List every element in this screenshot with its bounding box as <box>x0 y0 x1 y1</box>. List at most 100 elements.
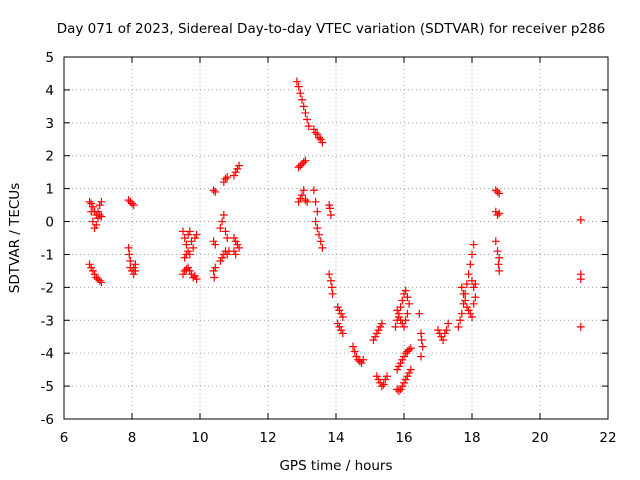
data-point <box>337 309 346 318</box>
data-point <box>415 309 424 318</box>
data-point <box>469 299 478 308</box>
data-point <box>313 207 322 216</box>
data-point <box>456 316 465 325</box>
data-point <box>85 260 94 269</box>
data-point <box>325 201 334 210</box>
x-tick-labels: 6 8 10 12 14 16 18 20 22 <box>60 430 617 446</box>
data-point <box>88 217 97 226</box>
data-point <box>210 273 219 282</box>
data-point <box>296 161 305 170</box>
data-point <box>211 263 220 272</box>
data-point <box>235 161 244 170</box>
data-point <box>309 186 318 195</box>
data-point <box>406 365 415 374</box>
data-point <box>223 250 232 259</box>
data-point <box>394 312 403 321</box>
data-point <box>468 250 476 259</box>
data-point <box>294 163 303 172</box>
data-point <box>209 237 218 246</box>
data-point <box>218 253 227 262</box>
data-point <box>326 210 335 219</box>
data-point <box>180 234 189 242</box>
data-point <box>184 230 193 239</box>
data-point <box>92 273 101 282</box>
data-point <box>223 234 232 242</box>
data-point <box>182 240 191 249</box>
data-point <box>311 128 320 137</box>
data-point <box>230 234 238 242</box>
data-point <box>494 260 503 269</box>
data-point <box>190 271 199 280</box>
data-point <box>444 319 453 328</box>
data-point <box>469 240 478 249</box>
data-point <box>371 332 380 341</box>
data-point <box>461 296 470 305</box>
y-tick-label: 4 <box>45 83 54 99</box>
data-point <box>349 342 357 351</box>
y-tick-label: 3 <box>45 116 54 132</box>
data-point <box>95 276 104 285</box>
y-tick-label: 0 <box>45 215 54 231</box>
data-point <box>401 316 410 325</box>
data-point <box>466 309 475 318</box>
data-point <box>87 263 96 272</box>
data-point <box>233 240 242 249</box>
data-point <box>440 329 449 338</box>
data-point <box>369 336 378 345</box>
data-point <box>221 174 230 183</box>
data-point <box>491 237 500 246</box>
data-point <box>97 212 106 221</box>
data-point <box>338 312 347 321</box>
data-point <box>184 263 193 272</box>
y-tick-label: 1 <box>45 182 54 198</box>
data-point <box>292 77 301 86</box>
data-point <box>457 283 466 292</box>
data-point <box>493 210 502 219</box>
data-point <box>403 372 412 381</box>
data-point <box>335 322 344 331</box>
data-point <box>405 345 414 354</box>
data-point <box>377 319 386 328</box>
data-point <box>216 257 225 266</box>
data-point <box>299 158 308 167</box>
data-point <box>393 365 402 374</box>
data-point <box>216 224 225 233</box>
data-point <box>491 207 500 216</box>
data-point <box>187 270 196 279</box>
data-point <box>325 270 334 279</box>
data-point <box>398 296 407 305</box>
data-point <box>398 319 407 328</box>
x-tick-label: 14 <box>327 430 344 446</box>
data-point <box>376 378 385 387</box>
data-point <box>301 196 310 205</box>
y-tick-label: -2 <box>41 280 54 296</box>
data-point <box>576 322 585 331</box>
data-point <box>88 266 97 275</box>
data-point <box>464 306 473 315</box>
data-point <box>328 289 337 298</box>
data-point <box>296 89 305 98</box>
data-point <box>296 194 305 203</box>
data-point <box>495 266 504 275</box>
data-point <box>294 82 303 91</box>
data-point <box>495 189 504 198</box>
data-point <box>298 191 306 200</box>
data-point <box>576 275 585 284</box>
data-point <box>124 196 133 205</box>
data-point <box>442 326 451 335</box>
data-point <box>333 319 342 328</box>
data-point <box>379 380 388 389</box>
data-point <box>372 372 381 381</box>
data-point <box>87 199 96 208</box>
data-point <box>493 187 502 196</box>
data-point <box>405 368 414 377</box>
data-point <box>398 382 407 391</box>
data-point <box>189 273 198 282</box>
data-point <box>179 270 187 279</box>
data-points <box>85 77 585 396</box>
data-point <box>401 375 410 384</box>
data-point <box>192 275 201 284</box>
y-tick-label: 5 <box>45 50 54 66</box>
data-point <box>418 342 427 351</box>
data-point <box>350 347 359 356</box>
